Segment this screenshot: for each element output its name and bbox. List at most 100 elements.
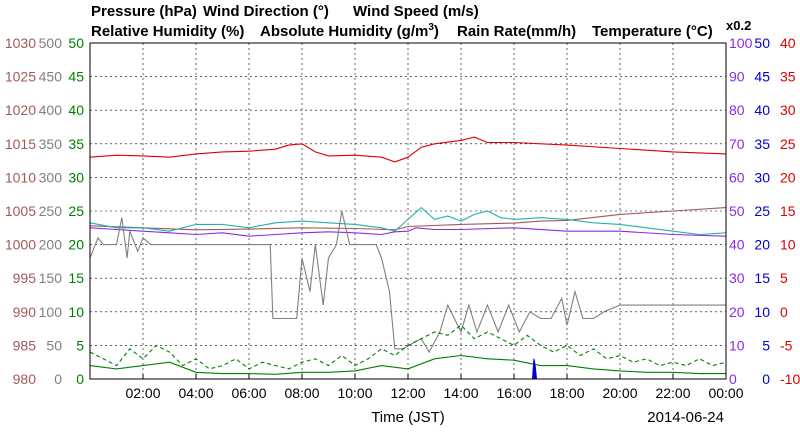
x-axis: 02:00 04:00 06:00 08:00 10:00 12:00 14:00 16:00… xyxy=(125,374,744,401)
y-tick-wind-speed: 10 xyxy=(68,304,84,320)
y-tick-relative-humidity: 90 xyxy=(729,69,745,85)
x-tick-label: 08:00 xyxy=(284,385,319,401)
x-tick-label: 12:00 xyxy=(390,385,425,401)
y-tick-relative-humidity: 60 xyxy=(729,169,745,185)
y-tick-wind-direction: 50 xyxy=(46,337,62,353)
series-pressure xyxy=(89,207,727,231)
y-tick-wind-direction: 250 xyxy=(39,203,63,219)
y-tick-pressure: 1015 xyxy=(5,136,36,152)
y-tick-wind-speed: 45 xyxy=(68,69,84,85)
y-tick-wind-direction: 450 xyxy=(39,69,63,85)
y-tick-temperature: 10 xyxy=(780,237,796,253)
legend-pressure: Pressure (hPa) xyxy=(91,3,197,20)
y-tick-relative-humidity: 80 xyxy=(729,102,745,118)
y-tick-rain-rate: 40 xyxy=(754,102,770,118)
series-group xyxy=(89,136,727,380)
y-tick-wind-direction: 200 xyxy=(39,237,63,253)
y-tick-wind-speed: 35 xyxy=(68,136,84,152)
y-tick-pressure: 985 xyxy=(13,337,37,353)
y-tick-relative-humidity: 10 xyxy=(729,337,745,353)
x-tick-label: 00:00 xyxy=(708,385,743,401)
x-tick-label: 20:00 xyxy=(602,385,637,401)
legend-rain-rate: Rain Rate(mm/h) xyxy=(457,23,576,40)
y-tick-relative-humidity: 30 xyxy=(729,270,745,286)
y-tick-relative-humidity: 100 xyxy=(729,35,753,51)
series-wind-speed xyxy=(89,354,726,375)
series-absolute-humidity xyxy=(89,206,727,236)
y-tick-wind-speed: 25 xyxy=(68,203,84,219)
y-tick-rain-rate: 30 xyxy=(754,169,770,185)
legend-absolute-humidity-close: ) xyxy=(434,23,439,40)
legend-absolute-humidity-sup: 3 xyxy=(428,22,434,33)
y-tick-pressure: 1025 xyxy=(5,69,36,85)
y-tick-temperature: 25 xyxy=(780,136,796,152)
y-tick-temperature: 5 xyxy=(780,270,788,286)
series-rain-rate xyxy=(531,358,538,380)
y-tick-wind-direction: 100 xyxy=(39,304,63,320)
x-tick-label: 14:00 xyxy=(443,385,478,401)
legend-wind-direction: Wind Direction (°) xyxy=(203,3,329,20)
y-tick-temperature: -5 xyxy=(780,337,793,353)
y-tick-rain-rate: 10 xyxy=(754,304,770,320)
y-tick-rain-rate: 5 xyxy=(762,337,770,353)
y-tick-wind-speed: 0 xyxy=(76,371,84,387)
y-tick-temperature: 0 xyxy=(780,304,788,320)
y-tick-relative-humidity: 50 xyxy=(729,203,745,219)
y-tick-temperature: 20 xyxy=(780,169,796,185)
y-tick-pressure: 1000 xyxy=(5,237,36,253)
y-tick-pressure: 980 xyxy=(13,371,37,387)
y-tick-wind-direction: 0 xyxy=(54,371,62,387)
series-relative-humidity xyxy=(89,227,727,237)
y-tick-pressure: 1005 xyxy=(5,203,36,219)
legend-temperature: Temperature (°C) xyxy=(592,23,713,40)
y-tick-wind-direction: 150 xyxy=(39,270,63,286)
y-tick-rain-rate: 0 xyxy=(762,371,770,387)
y-tick-wind-direction: 350 xyxy=(39,136,63,152)
y-tick-wind-speed: 15 xyxy=(68,270,84,286)
y-tick-pressure: 1030 xyxy=(5,35,36,51)
x-tick-label: 16:00 xyxy=(496,385,531,401)
x-tick-label: 02:00 xyxy=(125,385,160,401)
y-tick-rain-rate: 50 xyxy=(754,35,770,51)
y-tick-pressure: 1010 xyxy=(5,169,36,185)
y-tick-temperature: 15 xyxy=(780,203,796,219)
y-tick-relative-humidity: 0 xyxy=(729,371,737,387)
y-tick-pressure: 1020 xyxy=(5,102,36,118)
y-tick-wind-speed: 40 xyxy=(68,102,84,118)
series-wind-direction xyxy=(89,210,726,354)
y-tick-wind-speed: 20 xyxy=(68,237,84,253)
x-tick-label: 22:00 xyxy=(655,385,690,401)
y-tick-relative-humidity: 20 xyxy=(729,304,745,320)
series-wind-speed-gust xyxy=(89,324,727,370)
x-tick-label: 18:00 xyxy=(549,385,584,401)
y-tick-rain-rate: 45 xyxy=(754,69,770,85)
y-tick-wind-direction: 400 xyxy=(39,102,63,118)
y-tick-temperature: 35 xyxy=(780,69,796,85)
y-tick-pressure: 990 xyxy=(13,304,37,320)
y-tick-temperature: 30 xyxy=(780,102,796,118)
y-tick-wind-speed: 50 xyxy=(68,35,84,51)
y-tick-rain-rate: 25 xyxy=(754,203,770,219)
legend-scale-note: x0.2 xyxy=(726,18,751,33)
legend-relative-humidity: Relative Humidity (%) xyxy=(91,23,244,40)
date-label: 2014-06-24 xyxy=(647,409,724,426)
y-axes: 9809859909951000100510101015102010251030… xyxy=(5,35,800,387)
y-tick-temperature: -10 xyxy=(780,371,800,387)
y-tick-relative-humidity: 70 xyxy=(729,136,745,152)
y-tick-temperature: 40 xyxy=(780,35,796,51)
grid xyxy=(90,43,726,379)
y-tick-pressure: 995 xyxy=(13,270,37,286)
legend-wind-speed: Wind Speed (m/s) xyxy=(353,3,479,20)
y-tick-wind-speed: 30 xyxy=(68,169,84,185)
y-tick-rain-rate: 15 xyxy=(754,270,770,286)
x-tick-label: 04:00 xyxy=(178,385,213,401)
y-tick-wind-direction: 500 xyxy=(39,35,63,51)
y-tick-rain-rate: 20 xyxy=(754,237,770,253)
y-tick-relative-humidity: 40 xyxy=(729,237,745,253)
x-tick-label: 06:00 xyxy=(231,385,266,401)
legend: Pressure (hPa) Wind Direction (°) Wind S… xyxy=(91,3,751,40)
x-tick-label: 10:00 xyxy=(337,385,372,401)
legend-absolute-humidity-text: Absolute Humidity (g/m xyxy=(260,23,428,40)
x-axis-label: Time (JST) xyxy=(371,409,445,426)
